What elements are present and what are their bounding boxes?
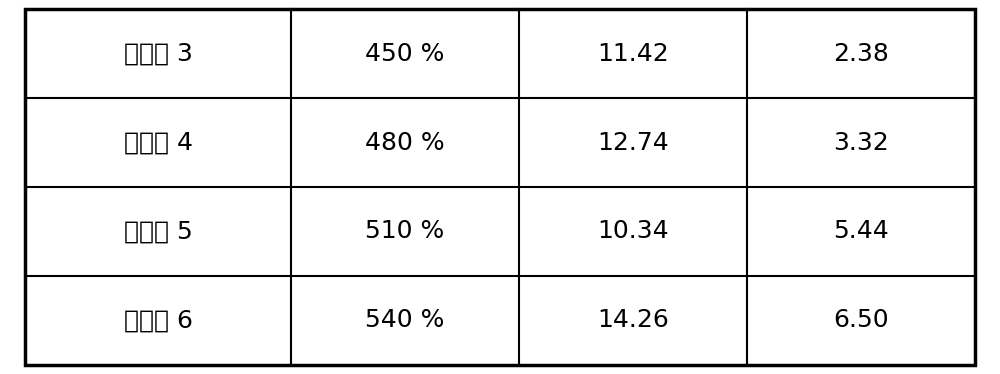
Text: 实施例 5: 实施例 5	[124, 220, 192, 243]
Text: 450 %: 450 %	[365, 42, 445, 66]
Text: 510 %: 510 %	[365, 220, 445, 243]
Text: 6.50: 6.50	[833, 308, 889, 332]
Text: 14.26: 14.26	[597, 308, 669, 332]
Text: 480 %: 480 %	[365, 131, 445, 154]
Text: 10.34: 10.34	[597, 220, 669, 243]
Text: 12.74: 12.74	[597, 131, 669, 154]
Text: 实施例 6: 实施例 6	[124, 308, 193, 332]
Text: 实施例 4: 实施例 4	[124, 131, 193, 154]
Text: 实施例 3: 实施例 3	[124, 42, 192, 66]
Text: 3.32: 3.32	[833, 131, 889, 154]
Text: 2.38: 2.38	[833, 42, 889, 66]
Text: 11.42: 11.42	[597, 42, 669, 66]
Text: 540 %: 540 %	[365, 308, 445, 332]
Text: 5.44: 5.44	[833, 220, 889, 243]
